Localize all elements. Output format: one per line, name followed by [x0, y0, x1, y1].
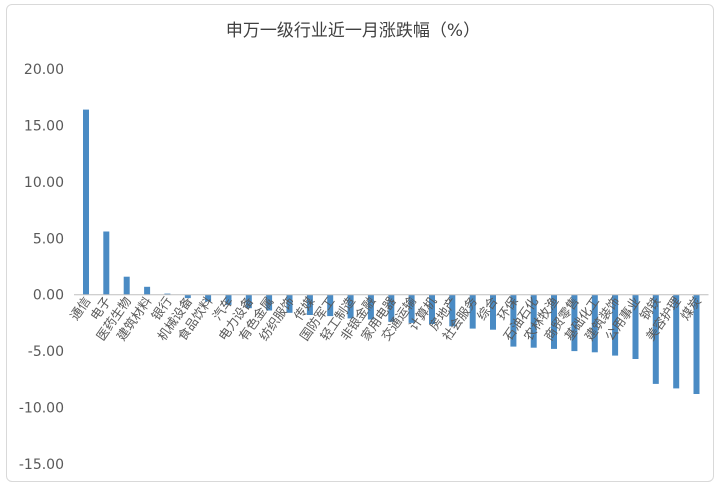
y-tick-label: 10.00 [24, 175, 64, 191]
bar [286, 294, 293, 313]
bar [693, 294, 700, 394]
bar [591, 294, 598, 353]
bar [225, 294, 232, 305]
x-tick-label: 通信 [67, 294, 94, 323]
bar [612, 294, 619, 356]
bar [469, 294, 476, 329]
chart-frame [6, 4, 714, 482]
bar [245, 294, 252, 309]
y-tick-label: 20.00 [24, 62, 64, 78]
bar [266, 294, 273, 311]
bar [205, 294, 212, 302]
bar [144, 286, 151, 295]
bar [347, 294, 354, 319]
y-tick-label: -10.00 [19, 401, 64, 417]
bar [551, 294, 557, 349]
y-tick-label: -15.00 [19, 457, 64, 473]
bar [510, 294, 517, 347]
bar [184, 294, 191, 299]
bar [306, 294, 313, 315]
bar [103, 231, 110, 295]
bar [429, 294, 435, 324]
bar [408, 294, 415, 323]
bar [571, 294, 578, 352]
y-tick-label: 0.00 [33, 288, 64, 304]
bar [673, 294, 680, 389]
bar [388, 294, 395, 322]
bar [632, 294, 639, 359]
bar [367, 294, 374, 320]
bar-series [83, 109, 700, 394]
bar [164, 293, 171, 295]
y-tick-label: -5.00 [28, 344, 64, 360]
x-axis: 通信电子医药生物建筑材料银行机械设备食品饮料汽车电力设备有色金属纺织服饰传媒国防… [67, 293, 704, 343]
bar [652, 294, 659, 384]
x-tick-label: 煤炭 [677, 294, 704, 323]
bar [490, 294, 496, 330]
chart-title: 申万一级行业近一月涨跌幅（%） [226, 21, 480, 41]
x-tick-label: 综合 [474, 293, 501, 322]
bar [530, 294, 537, 348]
bar [83, 109, 89, 295]
y-axis: 20.00 15.00 10.00 5.00 0.00 -5.00 -10.00 -15.00 [19, 62, 64, 473]
y-tick-label: 15.00 [24, 118, 64, 134]
bar [449, 294, 456, 327]
bar [327, 294, 334, 317]
y-tick-label: 5.00 [33, 231, 64, 247]
bar [123, 276, 130, 295]
